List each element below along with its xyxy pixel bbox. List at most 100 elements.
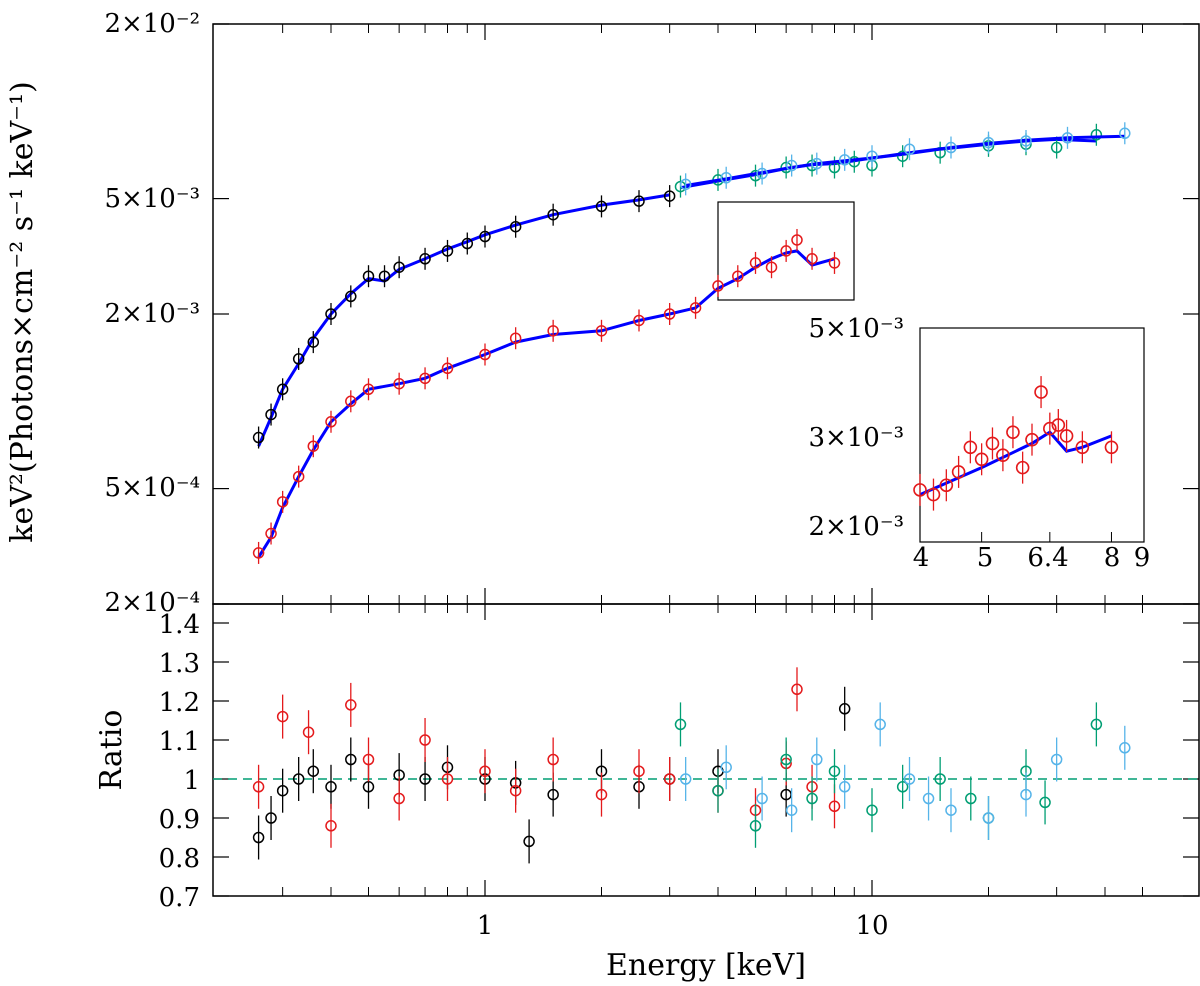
inset-ytick-label: 2×10⁻³ xyxy=(808,512,904,542)
spectrum-data-point xyxy=(378,270,391,282)
ratio-xtick-label: 1 xyxy=(477,911,494,941)
spectrum-data-point xyxy=(720,172,732,184)
ratio-data-point xyxy=(780,753,792,766)
ratio-ytick-label: 1.1 xyxy=(159,727,200,757)
spectrum-data-point xyxy=(325,416,337,428)
spectrum-ytick-label: 5×10⁻³ xyxy=(104,184,200,214)
zoom-region-box xyxy=(717,201,855,301)
ratio-data-point xyxy=(325,820,337,832)
ratio-data-point xyxy=(276,784,289,797)
inset-data-point xyxy=(985,436,1000,451)
spectrum-data-point xyxy=(307,336,320,348)
inset-data-point xyxy=(996,448,1010,463)
ratio-data-point xyxy=(866,804,878,816)
inset-data-point xyxy=(939,478,954,493)
spectrum-data-point xyxy=(595,200,608,213)
spectrum-data-point xyxy=(276,383,289,396)
spectrum-ytick-label: 5×10⁻⁴ xyxy=(104,473,200,503)
spectrum-data-point xyxy=(509,332,522,344)
spectrum-data-point xyxy=(663,190,676,202)
ratio-data-point xyxy=(982,812,995,824)
ratio-ytick-label: 1 xyxy=(183,766,200,796)
spectrum-ytick-label: 2×10⁻² xyxy=(104,9,200,39)
inset-data-point xyxy=(1015,460,1030,475)
spectrum-data-point xyxy=(903,143,916,155)
ratio-xtick-label: 10 xyxy=(855,911,888,941)
inset-data-point xyxy=(1059,429,1074,443)
ratio-data-point xyxy=(756,792,768,805)
ratio-data-point xyxy=(523,835,535,848)
spectrum-data-point xyxy=(679,178,692,191)
ratio-data-point xyxy=(252,781,265,793)
ratio-data-point xyxy=(828,800,841,813)
ratio-data-point xyxy=(479,765,491,777)
inset-ytick-label: 3×10⁻³ xyxy=(808,423,904,453)
inset-data-point xyxy=(1051,418,1066,432)
spectrum-data-point xyxy=(765,261,778,273)
spectrum-data-point xyxy=(595,325,608,337)
spectrum-data-point xyxy=(663,308,676,320)
spectrum-data-point xyxy=(633,314,645,327)
inset-data-point xyxy=(1025,432,1039,447)
ratio-data-point xyxy=(965,792,977,805)
spectrum-data-point xyxy=(1090,129,1103,141)
spectrum-data-point xyxy=(791,234,803,246)
inset-xtick-label: 6.4 xyxy=(1027,543,1068,573)
ratio-data-point xyxy=(720,761,732,774)
ratio-ytick-label: 0.9 xyxy=(159,805,200,835)
spectrum-data-point xyxy=(785,159,798,172)
ratio-data-point xyxy=(345,753,357,766)
ratio-data-point xyxy=(393,792,405,805)
ratio-panel-frame xyxy=(212,603,1200,897)
spectrum-data-point xyxy=(811,157,823,170)
ratio-data-point xyxy=(874,718,886,731)
spectrum-data-point xyxy=(292,470,305,483)
inset-data-point xyxy=(1104,440,1119,455)
spectrum-data-point xyxy=(806,253,818,265)
spectrum-data-point xyxy=(828,257,841,269)
ratio-data-point xyxy=(547,788,559,801)
spectrum-data-point xyxy=(780,245,792,257)
spectrum-data-point xyxy=(945,141,957,154)
spectrum-data-point xyxy=(479,348,491,361)
spectrum-data-point xyxy=(756,167,768,180)
model-line xyxy=(257,193,670,447)
ratio-data-point xyxy=(663,773,676,785)
ratio-data-point xyxy=(1090,718,1103,731)
tick-marks xyxy=(213,23,1199,897)
ratio-data-point xyxy=(679,773,692,785)
ratio-data-point xyxy=(276,710,289,723)
ratio-data-point xyxy=(633,765,645,777)
ratio-data-point xyxy=(945,804,957,816)
ratio-ytick-label: 1.4 xyxy=(159,610,200,640)
inset-xtick-label: 5 xyxy=(977,543,994,573)
spectrum-data-point xyxy=(292,353,305,365)
spectrum-data-point xyxy=(509,220,522,233)
ratio-data-point xyxy=(302,726,315,738)
model-line xyxy=(257,249,835,558)
spectrum-data-point xyxy=(276,496,289,508)
spectrum-data-point xyxy=(982,136,995,149)
spectrum-data-point xyxy=(749,257,762,269)
ratio-data-point xyxy=(903,773,916,785)
spectrum-ytick-label: 2×10⁻³ xyxy=(104,299,200,329)
ratio-ytick-label: 1.3 xyxy=(159,649,200,679)
spectrum-series xyxy=(252,122,1131,564)
spectrum-data-point xyxy=(479,230,491,243)
ratio-data-point xyxy=(1050,753,1063,766)
spectrum-data-point xyxy=(325,308,337,320)
inset-xtick-label: 9 xyxy=(1134,543,1151,573)
spectrum-data-point xyxy=(419,253,431,265)
spectrum-data-point xyxy=(393,261,405,273)
spectrum-data-point xyxy=(547,208,559,221)
inset-xtick-label: 4 xyxy=(913,543,930,573)
ratio-data-point xyxy=(934,773,946,785)
spectrum-ytick-label: 2×10⁻⁴ xyxy=(104,588,200,618)
ratio-data-point xyxy=(791,683,803,696)
inset-ytick-label: 5×10⁻³ xyxy=(808,314,904,344)
ratio-data-point xyxy=(811,753,823,766)
inset-series xyxy=(913,376,1119,511)
ratio-data-point xyxy=(307,765,320,777)
ratio-data-point xyxy=(712,784,724,797)
